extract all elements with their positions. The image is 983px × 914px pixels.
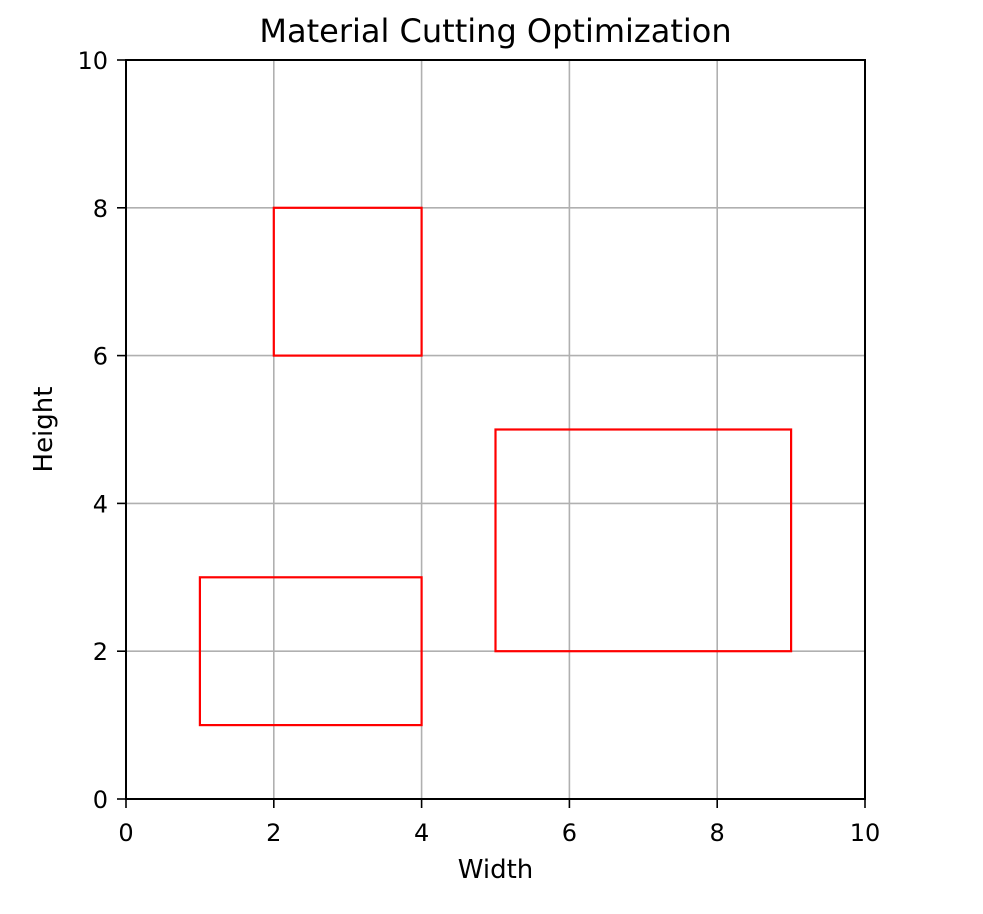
y-tick-label: 8 bbox=[93, 195, 108, 223]
plot-frame bbox=[125, 59, 866, 800]
x-tick-label: 6 bbox=[562, 819, 577, 847]
x-axis-label: Width bbox=[458, 855, 534, 885]
x-tick-label: 10 bbox=[850, 819, 881, 847]
y-tick-label: 4 bbox=[93, 490, 108, 518]
x-tick-label: 2 bbox=[266, 819, 281, 847]
tick-layer: 0 2 4 6 8 10 0 2 4 6 8 10 bbox=[77, 47, 880, 847]
cut-piece-rect bbox=[198, 576, 423, 727]
chart-title: Material Cutting Optimization bbox=[259, 12, 731, 50]
x-tick-label: 0 bbox=[118, 819, 133, 847]
y-tick-label: 2 bbox=[93, 638, 108, 666]
y-tick-label: 10 bbox=[77, 47, 108, 75]
cut-piece-rect bbox=[494, 428, 793, 653]
x-tick-label: 8 bbox=[710, 819, 725, 847]
y-axis-label: Height bbox=[29, 387, 59, 473]
y-tick-label: 6 bbox=[93, 343, 108, 371]
y-tick-label: 0 bbox=[93, 786, 108, 814]
cut-piece-rect bbox=[272, 206, 423, 357]
x-tick-label: 4 bbox=[414, 819, 429, 847]
cut-pieces-layer bbox=[198, 206, 793, 727]
